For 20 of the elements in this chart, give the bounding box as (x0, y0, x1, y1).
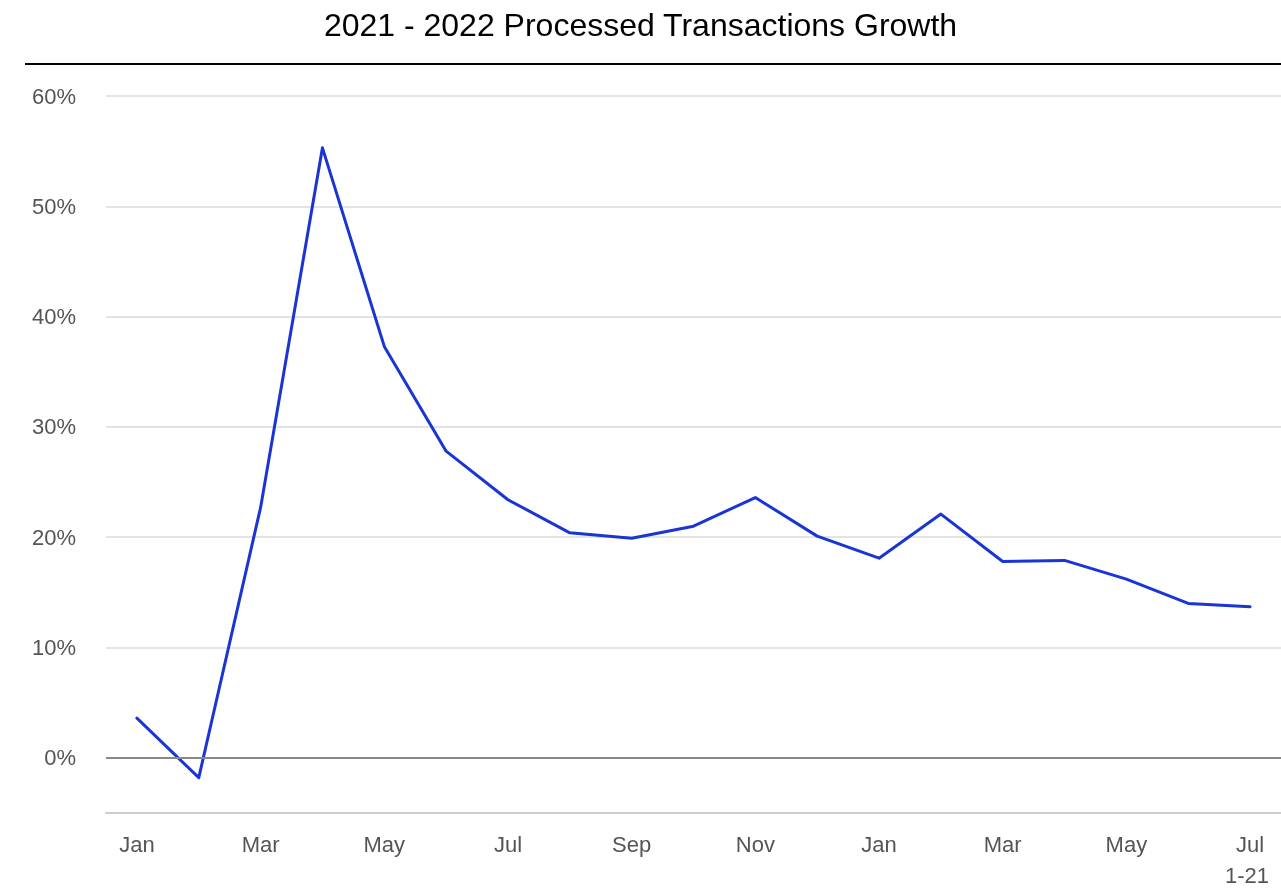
line-series (135, 146, 1252, 780)
y-tick-label: 0% (44, 745, 76, 771)
x-tick-label: Mar (241, 831, 280, 857)
chart-title: 2021 - 2022 Processed Transactions Growth (323, 7, 958, 43)
x-tick-label: Jan (861, 831, 897, 857)
y-tick-label: 20% (31, 524, 76, 550)
y-tick-label: 60% (31, 83, 76, 109)
y-tick-label: 30% (31, 414, 76, 440)
x-tick-label: May (363, 831, 406, 857)
x-tick-label: Mar (983, 831, 1022, 857)
y-tick-label: 40% (31, 304, 76, 330)
x-tick-label: Jul (493, 831, 523, 857)
x-tick-label: May (1105, 831, 1148, 857)
x-tick-label: Jan (119, 831, 155, 857)
x-tick-label: Jul (1236, 831, 1265, 857)
text: 1-21 (1224, 862, 1270, 888)
y-tick-label: 50% (31, 193, 76, 219)
x-tick-label: Nov (735, 831, 775, 857)
y-tick-label: 10% (31, 635, 76, 661)
x-tick-label: Sep (612, 831, 652, 857)
